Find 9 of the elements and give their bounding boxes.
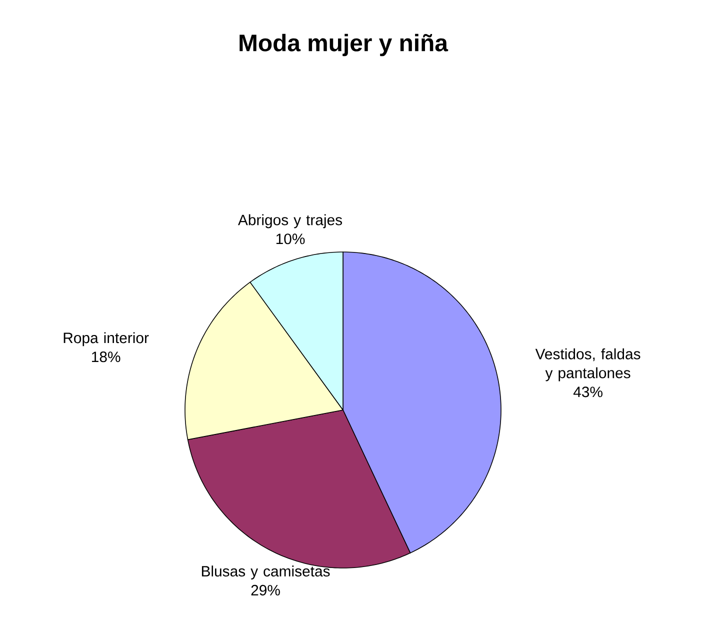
slice-label: Blusas y camisetas: [202, 566, 330, 580]
data-label: 43%: [573, 386, 602, 398]
slice-label: Vestidos, faldas y pantalones: [535, 348, 640, 382]
chart-title: Moda mujer y niña: [240, 34, 448, 56]
data-label: 18%: [92, 352, 120, 362]
slice-label: Abrigos y trajes: [238, 214, 342, 228]
data-label: 29%: [251, 584, 280, 596]
data-label: 10%: [276, 234, 305, 244]
slice-label: Ropa interior: [64, 332, 149, 346]
